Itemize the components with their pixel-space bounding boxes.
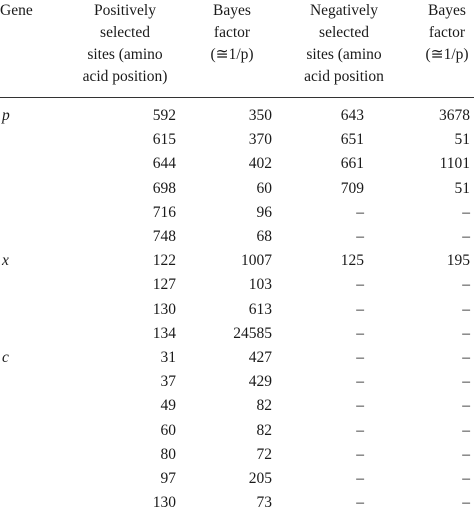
- bayes-positive-cell: 68: [256, 228, 273, 245]
- bayes-positive-cell: 613: [248, 300, 272, 318]
- bayes-positive-cell: 402: [248, 155, 272, 173]
- bayes-negative-cell: –: [462, 373, 470, 391]
- table-row: 37 429 – –: [0, 370, 474, 394]
- negative-site-cell: –: [356, 470, 364, 487]
- bayes-positive-cell: 370: [248, 131, 272, 149]
- bayes-negative-cell: 1101: [439, 155, 470, 173]
- table-row: 644 402 661 1101: [0, 152, 474, 176]
- bayes-negative-cell: –: [462, 203, 470, 221]
- negative-site-cell: –: [356, 228, 364, 245]
- table-row: 97 205 – –: [0, 467, 474, 491]
- negative-site-cell: –: [356, 494, 364, 512]
- negative-site-cell: –: [356, 349, 364, 366]
- positive-site-cell: 644: [152, 155, 176, 173]
- negative-site-cell: 709: [340, 179, 364, 197]
- positive-site-cell: 134: [152, 324, 176, 342]
- bayes-negative-cell: –: [462, 470, 470, 487]
- positive-site-cell: 37: [160, 373, 177, 391]
- bayes-positive-cell: 60: [256, 179, 273, 197]
- negative-site-cell: –: [356, 373, 364, 391]
- bayes-positive-cell: 96: [256, 203, 273, 221]
- bayes-negative-cell: –: [462, 300, 470, 318]
- table-row: 134 24585 – –: [0, 322, 474, 346]
- bayes-positive-cell: 205: [248, 470, 272, 487]
- positive-site-cell: 130: [152, 300, 176, 318]
- bayes-negative-cell: –: [462, 421, 470, 439]
- bayes-negative-cell: –: [462, 324, 470, 342]
- bayes-negative-cell: –: [462, 397, 470, 415]
- header-bayes-positive: Bayes factor (≅1/p): [210, 2, 254, 63]
- bayes-positive-cell: 1007: [241, 252, 272, 270]
- bayes-positive-cell: 24585: [233, 324, 272, 342]
- positive-site-cell: 31: [160, 349, 177, 366]
- positive-site-cell: 130: [152, 494, 176, 512]
- table-row: p 592 350 643 3678: [0, 104, 474, 128]
- negative-site-cell: –: [356, 300, 364, 318]
- table-row: 698 60 709 51: [0, 177, 474, 201]
- table-row: 615 370 651 51: [0, 128, 474, 152]
- header-positive-sites: Positively selected sites (amino acid po…: [82, 2, 168, 85]
- negative-site-cell: 643: [340, 107, 364, 124]
- positive-site-cell: 748: [152, 228, 176, 245]
- table-row: x 122 1007 125 195: [0, 249, 474, 273]
- bayes-negative-cell: 3678: [439, 107, 470, 124]
- bayes-negative-cell: 51: [454, 131, 471, 149]
- positive-site-cell: 698: [152, 179, 176, 197]
- negative-site-cell: –: [356, 203, 364, 221]
- bayes-positive-cell: 103: [248, 276, 272, 294]
- bayes-negative-cell: –: [462, 349, 470, 366]
- table-row: 130 73 – –: [0, 491, 474, 515]
- bayes-negative-cell: 51: [454, 179, 471, 197]
- positive-site-cell: 592: [152, 107, 176, 124]
- gene-cell: c: [2, 349, 9, 366]
- positive-site-cell: 127: [152, 276, 176, 294]
- table-row: 80 72 – –: [0, 443, 474, 467]
- negative-site-cell: –: [356, 421, 364, 439]
- header-bayes-negative: Bayes factor (≅1/p): [425, 2, 469, 63]
- bayes-positive-cell: 429: [248, 373, 272, 391]
- negative-site-cell: 661: [340, 155, 364, 173]
- negative-site-cell: –: [356, 324, 364, 342]
- bayes-positive-cell: 73: [256, 494, 273, 512]
- table-row: 127 103 – –: [0, 273, 474, 297]
- gene-cell: p: [2, 107, 10, 124]
- table-row: 49 82 – –: [0, 394, 474, 418]
- bayes-positive-cell: 350: [248, 107, 272, 124]
- negative-site-cell: 651: [340, 131, 364, 149]
- bayes-negative-cell: –: [462, 445, 470, 463]
- negative-site-cell: 125: [340, 252, 364, 270]
- header-rule: [0, 97, 474, 98]
- bayes-positive-cell: 82: [256, 421, 273, 439]
- bayes-negative-cell: 195: [446, 252, 470, 270]
- negative-site-cell: –: [356, 276, 364, 294]
- bayes-negative-cell: –: [462, 276, 470, 294]
- positive-site-cell: 80: [160, 445, 177, 463]
- bayes-positive-cell: 72: [256, 445, 273, 463]
- positive-site-cell: 49: [160, 397, 177, 415]
- bayes-negative-cell: –: [462, 494, 470, 512]
- bayes-positive-cell: 427: [248, 349, 272, 366]
- table-row: 748 68 – –: [0, 225, 474, 249]
- positive-site-cell: 716: [152, 203, 176, 221]
- gene-cell: x: [2, 252, 9, 270]
- header-gene: Gene: [0, 2, 33, 19]
- table-header: Gene Positively selected sites (amino ac…: [0, 0, 474, 96]
- negative-site-cell: –: [356, 445, 364, 463]
- table-row: 60 82 – –: [0, 419, 474, 443]
- table-row: 716 96 – –: [0, 201, 474, 225]
- bayes-negative-cell: –: [462, 228, 470, 245]
- positive-site-cell: 97: [160, 470, 177, 487]
- positive-site-cell: 60: [160, 421, 177, 439]
- bayes-positive-cell: 82: [256, 397, 273, 415]
- positive-site-cell: 615: [152, 131, 176, 149]
- table-row: c 31 427 – –: [0, 346, 474, 370]
- header-negative-sites: Negatively selected sites (amino acid po…: [304, 2, 384, 85]
- negative-site-cell: –: [356, 397, 364, 415]
- table-row: 130 613 – –: [0, 298, 474, 322]
- positive-site-cell: 122: [152, 252, 176, 270]
